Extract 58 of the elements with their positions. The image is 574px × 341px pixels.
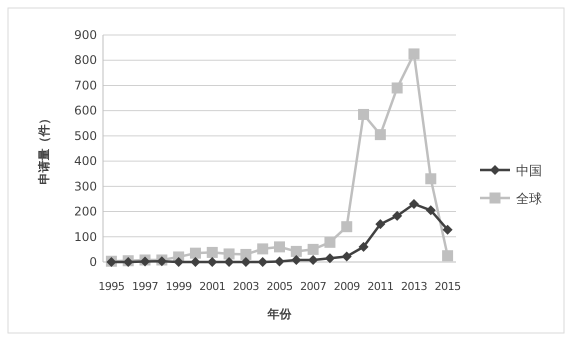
y-axis-title: 申请量（件） bbox=[37, 112, 51, 184]
point bbox=[224, 248, 235, 260]
y-tick-label: 0 bbox=[89, 255, 97, 269]
x-tick-label: 2001 bbox=[199, 280, 226, 293]
point bbox=[408, 48, 420, 60]
point bbox=[425, 173, 436, 184]
point bbox=[341, 221, 352, 232]
y-tick-label: 500 bbox=[74, 128, 97, 143]
point bbox=[207, 257, 218, 267]
point bbox=[206, 246, 218, 258]
y-tick-label: 900 bbox=[74, 28, 97, 42]
x-tick-label: 2015 bbox=[434, 280, 462, 293]
point bbox=[224, 257, 234, 267]
y-tick-label: 800 bbox=[74, 53, 97, 68]
point bbox=[358, 242, 369, 252]
point bbox=[190, 248, 201, 259]
x-tick-label: 2013 bbox=[400, 280, 428, 293]
point bbox=[442, 250, 454, 262]
legend-label: 全球 bbox=[516, 192, 542, 207]
x-axis-title: 年份 bbox=[266, 307, 292, 321]
point bbox=[426, 205, 436, 216]
point bbox=[308, 254, 318, 265]
x-tick-label: 1995 bbox=[98, 280, 125, 293]
point bbox=[274, 241, 285, 252]
x-tick-label: 2005 bbox=[266, 280, 293, 293]
point bbox=[274, 256, 284, 266]
legend-label: 中国 bbox=[516, 164, 542, 179]
y-tick-label: 200 bbox=[74, 204, 97, 219]
point bbox=[392, 210, 402, 221]
point bbox=[257, 243, 268, 254]
point bbox=[374, 129, 386, 140]
point bbox=[190, 257, 200, 267]
point bbox=[442, 224, 453, 235]
point bbox=[240, 248, 252, 260]
point bbox=[258, 257, 268, 267]
point bbox=[375, 219, 386, 230]
x-tick-label: 2007 bbox=[300, 280, 327, 293]
point bbox=[324, 253, 335, 264]
x-tick-label: 2011 bbox=[367, 280, 394, 293]
y-tick-label: 100 bbox=[74, 230, 97, 244]
point bbox=[392, 82, 403, 94]
x-tick-label: 2003 bbox=[232, 280, 260, 293]
x-tick-label: 1997 bbox=[132, 280, 159, 293]
y-tick-label: 600 bbox=[74, 104, 97, 118]
point bbox=[342, 251, 352, 262]
y-tick-label: 300 bbox=[74, 179, 97, 194]
x-tick-label: 1999 bbox=[166, 280, 192, 293]
y-tick-label: 400 bbox=[74, 154, 97, 168]
point bbox=[408, 198, 419, 209]
point bbox=[324, 236, 336, 248]
point bbox=[291, 254, 302, 265]
x-tick-label: 2009 bbox=[334, 280, 360, 293]
y-tick-label: 700 bbox=[74, 78, 97, 92]
point bbox=[174, 257, 184, 267]
point bbox=[290, 246, 302, 257]
point bbox=[358, 108, 370, 120]
point bbox=[240, 257, 251, 267]
point bbox=[308, 244, 319, 255]
